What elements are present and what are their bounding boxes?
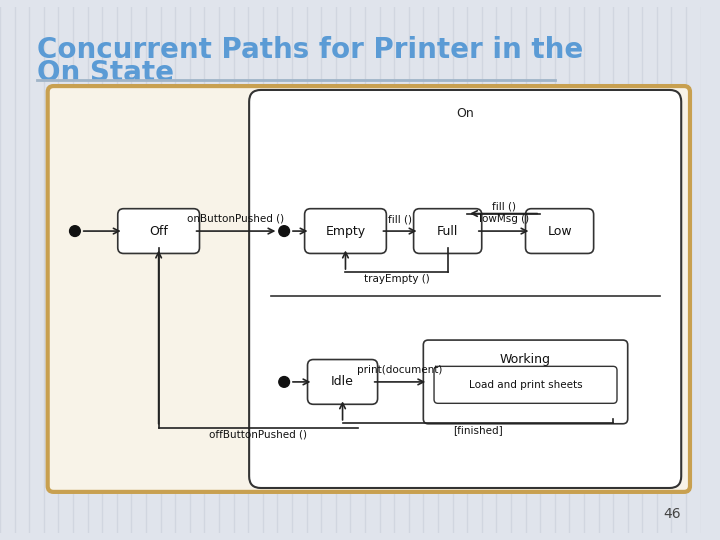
FancyBboxPatch shape [526,208,594,253]
Text: trayEmpty (): trayEmpty () [364,274,429,284]
FancyBboxPatch shape [118,208,199,253]
Text: fill (): fill () [388,214,412,224]
Text: On: On [456,106,474,119]
Text: lowMsg (): lowMsg () [479,214,528,224]
Circle shape [279,226,289,237]
Text: Working: Working [500,353,551,366]
Text: onButtonPushed (): onButtonPushed () [187,213,284,223]
Text: Idle: Idle [331,375,354,388]
Circle shape [279,376,289,387]
Text: On State: On State [37,59,174,87]
FancyBboxPatch shape [307,360,377,404]
Text: 46: 46 [664,507,681,521]
Text: Empty: Empty [325,225,366,238]
Text: Load and print sheets: Load and print sheets [469,380,582,390]
Text: print(document): print(document) [357,365,443,375]
Circle shape [70,226,81,237]
FancyBboxPatch shape [434,366,617,403]
Text: Full: Full [437,225,459,238]
FancyBboxPatch shape [413,208,482,253]
FancyBboxPatch shape [249,90,681,488]
Text: Concurrent Paths for Printer in the: Concurrent Paths for Printer in the [37,36,583,64]
FancyBboxPatch shape [48,86,690,492]
Text: fill (): fill () [492,201,516,212]
Text: offButtonPushed (): offButtonPushed () [210,430,307,440]
Text: [finished]: [finished] [453,425,503,435]
FancyBboxPatch shape [305,208,387,253]
Text: Off: Off [149,225,168,238]
FancyBboxPatch shape [423,340,628,424]
Text: Low: Low [547,225,572,238]
